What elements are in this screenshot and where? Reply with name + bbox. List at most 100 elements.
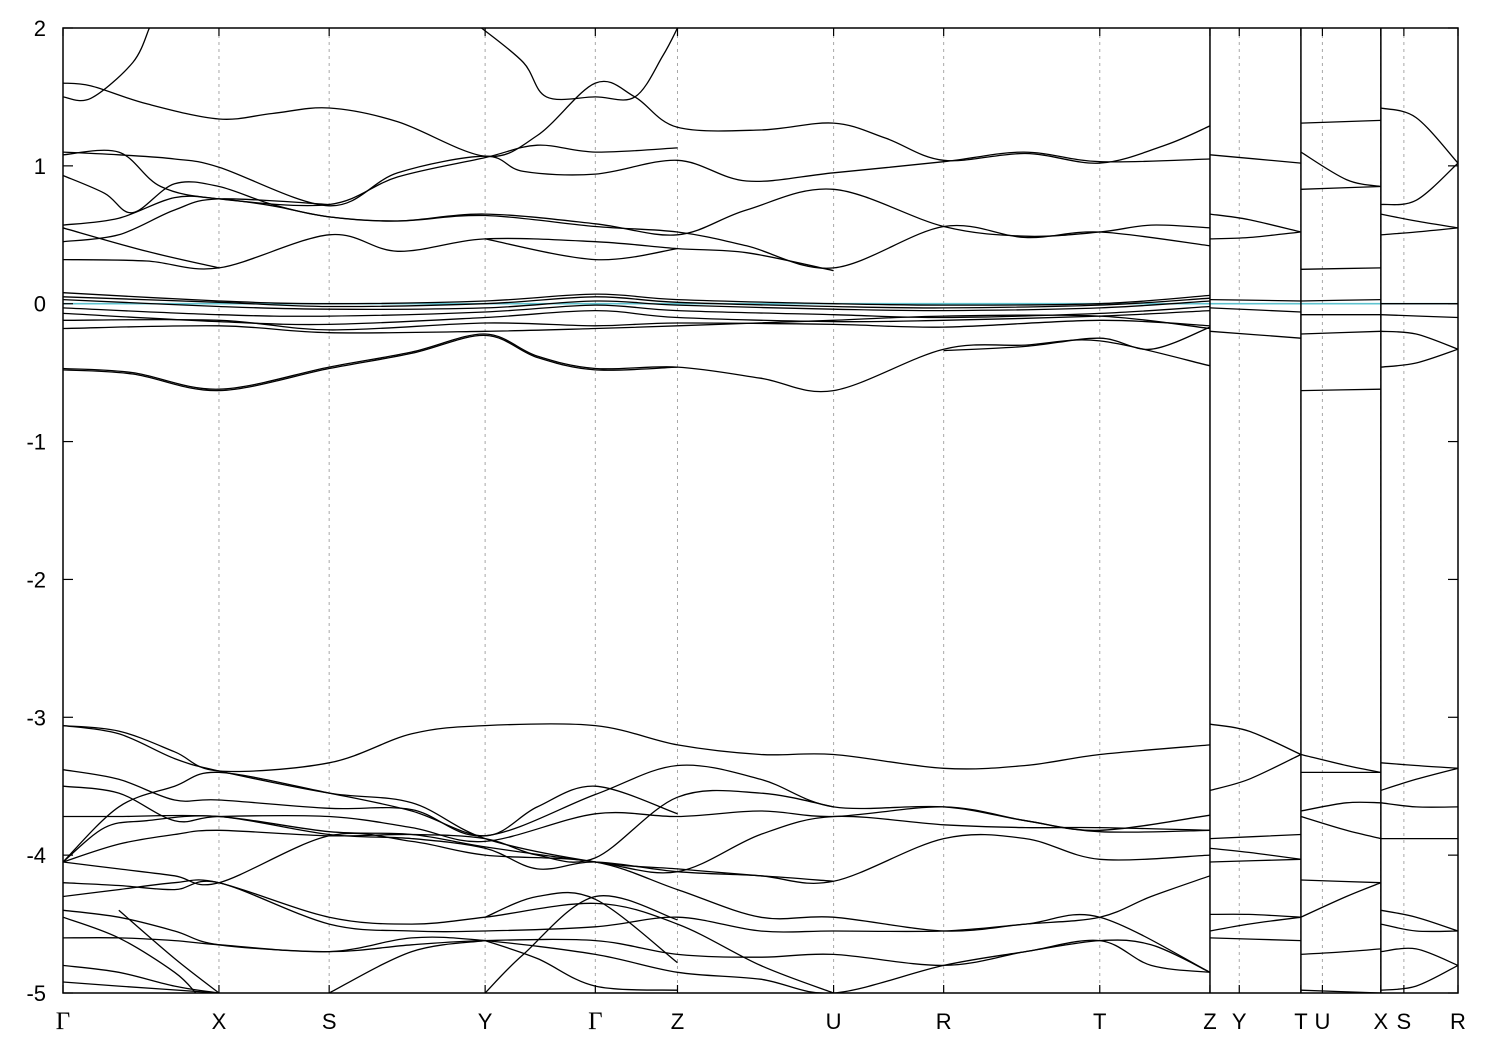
band-line xyxy=(1380,330,1458,350)
band-line xyxy=(63,314,1211,334)
band-line xyxy=(1300,119,1381,124)
band-line xyxy=(1380,767,1458,792)
band-line xyxy=(1300,753,1382,774)
band-line xyxy=(63,296,1211,309)
kpoint-label: Γ xyxy=(56,1008,70,1035)
band-line xyxy=(63,771,678,863)
band-line xyxy=(1300,948,1381,956)
y-tick-label: 0 xyxy=(34,292,46,317)
band-line xyxy=(63,292,1211,306)
band-line xyxy=(1209,231,1301,240)
band-line xyxy=(1300,815,1382,840)
kpoint-label: Z xyxy=(671,1009,684,1034)
band-line xyxy=(63,227,220,269)
band-line xyxy=(1380,964,1458,991)
band-line xyxy=(1209,154,1301,164)
band-line xyxy=(484,238,678,261)
band-line xyxy=(63,80,1211,164)
band-line xyxy=(481,28,679,101)
y-axis-ticks: -5 -4 -3 -2 -1 0 1 2 xyxy=(26,16,1458,1006)
kpoint-label: R xyxy=(1450,1009,1466,1034)
y-tick-label: -2 xyxy=(26,567,46,592)
band-line xyxy=(1380,162,1458,206)
band-line xyxy=(1209,913,1301,918)
band-line xyxy=(63,318,1211,331)
kpoint-label: Y xyxy=(478,1009,493,1034)
y-tick-label: -5 xyxy=(26,981,46,1006)
band-line xyxy=(1380,348,1458,368)
band-line xyxy=(1380,227,1458,236)
kpoint-label: Γ xyxy=(588,1008,602,1035)
band-line xyxy=(63,936,1211,993)
kpoint-label: R xyxy=(936,1009,952,1034)
band-line xyxy=(63,298,1211,312)
band-line xyxy=(1380,802,1458,808)
band-line xyxy=(63,815,834,882)
band-line xyxy=(1209,307,1301,313)
band-line xyxy=(484,895,678,993)
band-line xyxy=(1300,330,1381,335)
plot-frame xyxy=(62,27,1459,994)
band-line xyxy=(63,309,1211,326)
band-line xyxy=(1380,923,1458,933)
band-line xyxy=(1209,937,1301,942)
band-line xyxy=(1300,267,1381,270)
band-line xyxy=(1380,947,1458,967)
band-line xyxy=(63,233,834,272)
kpoint-label: T xyxy=(1093,1009,1106,1034)
band-line xyxy=(1209,847,1301,860)
y-tick-label: -1 xyxy=(26,430,46,455)
kpoint-label: U xyxy=(1314,1009,1330,1034)
band-line xyxy=(63,28,150,102)
band-line xyxy=(63,304,1211,319)
band-line xyxy=(63,151,1211,207)
band-line xyxy=(1300,882,1382,918)
band-line xyxy=(1380,909,1458,932)
band-line xyxy=(63,879,834,993)
band-line xyxy=(63,198,330,243)
band-line xyxy=(63,785,1211,843)
band-line xyxy=(1300,879,1381,884)
kpoint-label: Y xyxy=(1232,1009,1247,1034)
band-line xyxy=(943,326,1211,352)
band-line xyxy=(1209,753,1302,792)
kpoint-label: U xyxy=(826,1009,842,1034)
y-tick-label: -4 xyxy=(26,843,46,868)
band-line xyxy=(1380,314,1458,319)
band-line xyxy=(63,334,678,392)
band-line xyxy=(1300,185,1381,190)
y-tick-label: 2 xyxy=(34,16,46,41)
band-line xyxy=(1380,213,1458,229)
band-line xyxy=(1300,388,1381,392)
band-line xyxy=(1209,330,1301,339)
band-line xyxy=(328,939,486,993)
band-line xyxy=(1209,858,1301,863)
band-lines xyxy=(63,28,1458,993)
band-line xyxy=(484,939,678,991)
band-line xyxy=(118,909,220,993)
band-line xyxy=(63,144,678,207)
band-line xyxy=(1380,107,1458,164)
kpoint-label: S xyxy=(1397,1009,1412,1034)
kpoint-label: Z xyxy=(1203,1009,1216,1034)
band-line xyxy=(63,723,1211,773)
band-line xyxy=(63,789,834,863)
y-tick-label: -3 xyxy=(26,705,46,730)
band-line xyxy=(63,174,1211,238)
kpoint-label: X xyxy=(212,1009,227,1034)
segment-break-lines xyxy=(1209,28,1382,993)
band-line xyxy=(63,916,197,993)
band-line xyxy=(1209,723,1302,756)
band-line xyxy=(1380,762,1458,769)
y-tick-label: 1 xyxy=(34,154,46,179)
band-line xyxy=(1300,801,1381,812)
kpoint-label: X xyxy=(1374,1009,1389,1034)
band-line xyxy=(1300,151,1382,188)
band-line xyxy=(1209,916,1301,932)
band-line xyxy=(484,891,678,964)
kpoint-label: S xyxy=(322,1009,337,1034)
band-line xyxy=(1300,298,1381,302)
